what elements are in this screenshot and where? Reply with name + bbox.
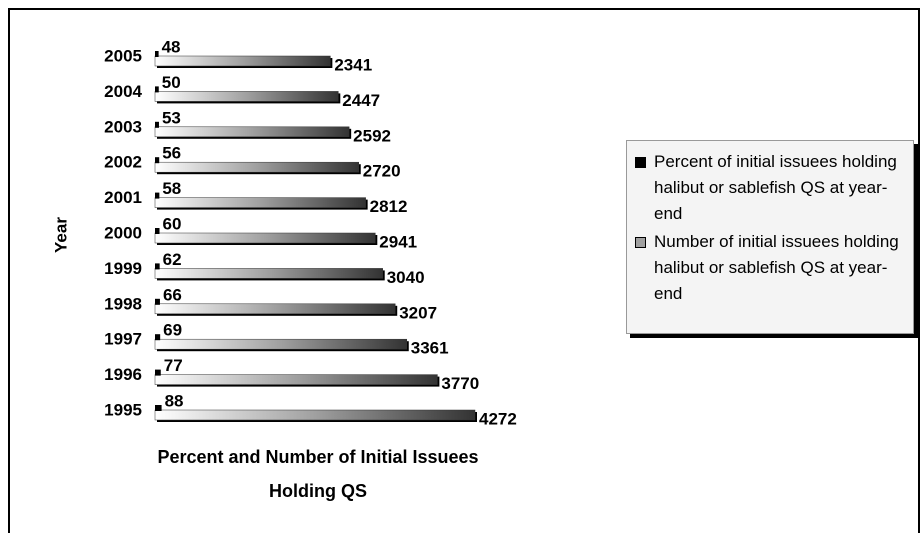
legend-label: Percent of initial issuees holding halib… [654,152,897,223]
legend-swatch [635,237,646,248]
data-label: 77 [164,356,183,375]
data-label: 56 [162,144,181,163]
bar [154,126,350,138]
data-label: 2592 [353,126,391,145]
data-label: 2720 [363,162,401,181]
data-label: 48 [162,37,181,56]
bar [155,405,162,411]
y-tick-label: 1995 [104,400,142,419]
bar [154,338,408,350]
data-label: 53 [162,108,181,127]
bar [154,409,476,421]
legend-label: Number of initial issuees holding halibu… [654,232,899,303]
bar [154,197,366,208]
y-tick-label: 2001 [104,188,142,207]
bar [155,121,159,128]
bar [154,268,383,279]
y-tick-label: 2003 [104,117,142,136]
bar [155,263,160,270]
legend-item: Number of initial issuees holding halibu… [635,229,907,307]
data-label: 3770 [441,374,479,393]
bar [155,51,159,57]
bar [154,55,331,67]
bar [155,86,159,93]
data-label: 2341 [334,55,372,74]
bar [155,369,161,376]
frame [8,8,920,533]
bar [154,161,359,173]
y-tick-label: 1997 [104,330,142,349]
legend: Percent of initial issuees holding halib… [626,140,914,334]
y-axis-label: Year [51,217,70,253]
x-axis-title: Percent and Number of Initial Issuees Ho… [157,447,479,501]
bar [155,334,161,341]
data-label: 50 [162,73,181,92]
data-label: 66 [163,285,182,304]
y-tick-label: 2004 [104,82,142,101]
legend-swatch [635,157,646,168]
y-tick-label: 1998 [104,294,142,313]
y-tick-label: 2000 [104,223,142,242]
bar [155,298,160,305]
data-label: 88 [165,391,184,410]
data-label: 3207 [399,303,437,322]
bar [154,374,438,385]
bar [155,228,160,234]
data-label: 69 [163,321,182,340]
y-tick-label: 2005 [104,46,142,65]
bar [155,192,160,199]
data-label: 62 [163,250,182,269]
bar [154,232,376,244]
data-label: 2447 [342,91,380,110]
data-label: 58 [162,179,181,198]
y-tick-label: 1999 [104,259,142,278]
data-label: 3040 [387,268,425,287]
data-label: 60 [162,214,181,233]
bar [155,157,160,164]
y-tick-label: 2002 [104,153,142,172]
y-tick-label: 1996 [104,365,142,384]
data-label: 2812 [370,197,408,216]
bar [154,303,396,315]
data-label: 2941 [379,232,417,251]
legend-item: Percent of initial issuees holding halib… [635,149,907,227]
data-label: 3361 [411,339,449,358]
data-label: 4272 [479,409,517,428]
bar [154,91,339,102]
